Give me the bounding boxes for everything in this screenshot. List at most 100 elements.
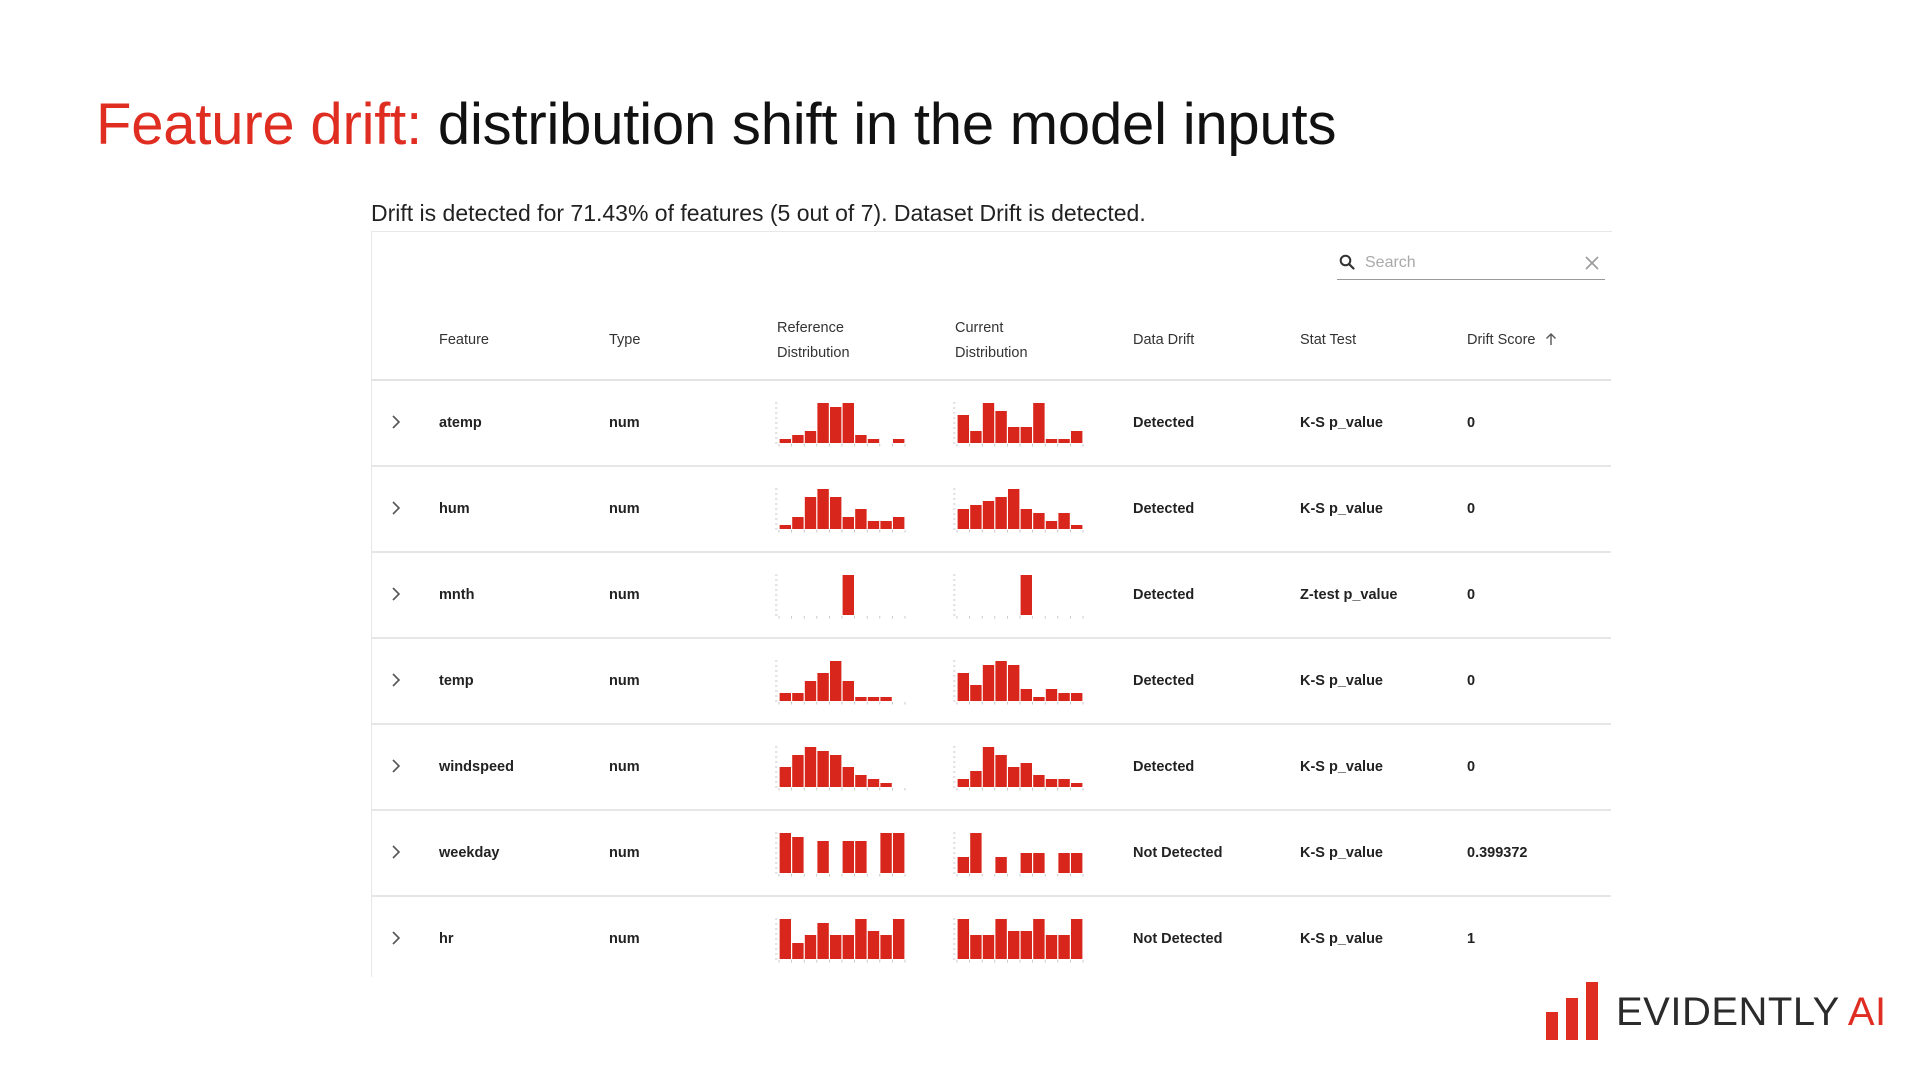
histogram-bar	[995, 497, 1007, 529]
histogram-bar	[1058, 779, 1070, 787]
histogram-bar	[995, 411, 1007, 443]
data-drift-status: Detected	[1133, 415, 1195, 431]
chevron-right-icon[interactable]	[387, 843, 405, 861]
chevron-right-icon[interactable]	[387, 671, 405, 689]
data-drift-status: Not Detected	[1133, 931, 1223, 947]
chevron-right-icon[interactable]	[387, 413, 405, 431]
histogram-bar	[817, 751, 829, 787]
table-row-mnth[interactable]: mnth num Detected Z-test p_value 0	[371, 553, 1611, 639]
logo-bars-icon	[1546, 982, 1598, 1040]
histogram-bar	[957, 673, 969, 701]
histogram-bar	[880, 935, 892, 959]
header-type[interactable]: Type	[609, 332, 641, 348]
logo-wordmark: EVIDENTLY AI	[1616, 990, 1887, 1034]
feature-type: num	[609, 587, 640, 603]
histogram-bar	[970, 771, 982, 787]
histogram-bar	[1033, 853, 1045, 873]
histogram-bar	[804, 935, 817, 959]
reference-histogram	[775, 574, 906, 619]
slide-title-accent: Feature drift:	[96, 92, 422, 157]
stat-test: K-S p_value	[1300, 845, 1383, 861]
histogram-bar	[970, 431, 982, 443]
clear-search-icon[interactable]	[1585, 256, 1599, 270]
header-divider	[371, 379, 1611, 381]
table-row-temp[interactable]: temp num Detected K-S p_value 0	[371, 639, 1611, 725]
histogram-bar	[1071, 431, 1083, 443]
histogram-bar	[817, 673, 829, 701]
histogram-bar	[1058, 853, 1070, 873]
histogram-bar	[817, 923, 829, 959]
histogram-bar	[1058, 513, 1070, 529]
feature-type: num	[609, 673, 640, 689]
current-histogram	[953, 402, 1084, 447]
histogram-bar	[1045, 779, 1058, 787]
histogram-bar	[880, 521, 892, 529]
histogram-bar	[1033, 403, 1045, 443]
table-row-weekday[interactable]: weekday num Not Detected K-S p_value 0.3…	[371, 811, 1611, 897]
search-input[interactable]	[1365, 252, 1565, 274]
search-icon	[1339, 254, 1355, 270]
histogram-bar	[880, 697, 892, 701]
histogram-bar	[779, 693, 791, 701]
histogram-bar	[779, 767, 791, 787]
chevron-right-icon[interactable]	[387, 929, 405, 947]
histogram-bar	[1058, 693, 1070, 701]
feature-name: weekday	[439, 845, 500, 861]
histogram-bar	[842, 767, 854, 787]
header-data-drift[interactable]: Data Drift	[1133, 332, 1195, 348]
histogram-bar	[804, 431, 817, 443]
histogram-bar	[779, 525, 791, 529]
histogram-bar	[779, 439, 791, 443]
data-drift-status: Detected	[1133, 759, 1195, 775]
header-reference-line2: Distribution	[777, 345, 850, 361]
histogram-bar	[792, 837, 804, 873]
header-feature[interactable]: Feature	[439, 332, 489, 348]
drift-score: 0	[1467, 759, 1476, 775]
feature-name: atemp	[439, 415, 482, 431]
histogram-bar	[842, 517, 854, 529]
histogram-bar	[957, 415, 969, 443]
histogram-bar	[957, 779, 969, 787]
histogram-bar	[1008, 489, 1020, 529]
histogram-bar	[855, 775, 867, 787]
feature-name: hum	[439, 501, 470, 517]
chevron-right-icon[interactable]	[387, 757, 405, 775]
histogram-bar	[982, 665, 995, 701]
table-row-hum[interactable]: hum num Detected K-S p_value 0	[371, 467, 1611, 553]
current-histogram	[953, 832, 1084, 877]
current-histogram	[953, 488, 1084, 533]
drift-score: 0	[1467, 501, 1476, 517]
histogram-bar	[995, 755, 1007, 787]
histogram-bar	[982, 747, 995, 787]
table-row-atemp[interactable]: atemp num Detected K-S p_value 0	[371, 381, 1611, 467]
reference-histogram	[775, 660, 906, 705]
drift-score: 1	[1467, 931, 1476, 947]
histogram-bar	[1045, 689, 1058, 701]
histogram-bar	[1058, 439, 1070, 443]
header-stat-test[interactable]: Stat Test	[1300, 332, 1357, 348]
reference-histogram	[775, 402, 906, 447]
current-histogram	[953, 660, 1084, 705]
table-row-windspeed[interactable]: windspeed num Detected K-S p_value 0	[371, 725, 1611, 811]
table-row-hr[interactable]: hr num Not Detected K-S p_value 1	[371, 897, 1611, 981]
chevron-right-icon[interactable]	[387, 585, 405, 603]
header-current-line1: Current	[955, 320, 1004, 336]
header-drift-score[interactable]: Drift Score	[1467, 328, 1557, 353]
search-box[interactable]	[1337, 246, 1605, 280]
arrow-up-icon[interactable]	[1545, 332, 1557, 346]
data-drift-status: Detected	[1133, 587, 1195, 603]
reference-histogram	[775, 746, 906, 791]
histogram-bar	[1020, 931, 1032, 959]
histogram-bar	[1008, 665, 1020, 701]
drift-summary: Drift is detected for 71.43% of features…	[371, 200, 1146, 226]
histogram-bar	[1020, 689, 1032, 701]
histogram-bar	[867, 931, 880, 959]
histogram-bar	[970, 833, 982, 873]
feature-name: hr	[439, 931, 454, 947]
histogram-bar	[1045, 439, 1058, 443]
histogram-bar	[1058, 935, 1070, 959]
chevron-right-icon[interactable]	[387, 499, 405, 517]
histogram-bar	[957, 857, 969, 873]
histogram-bar	[855, 435, 867, 443]
stat-test: Z-test p_value	[1300, 587, 1398, 603]
